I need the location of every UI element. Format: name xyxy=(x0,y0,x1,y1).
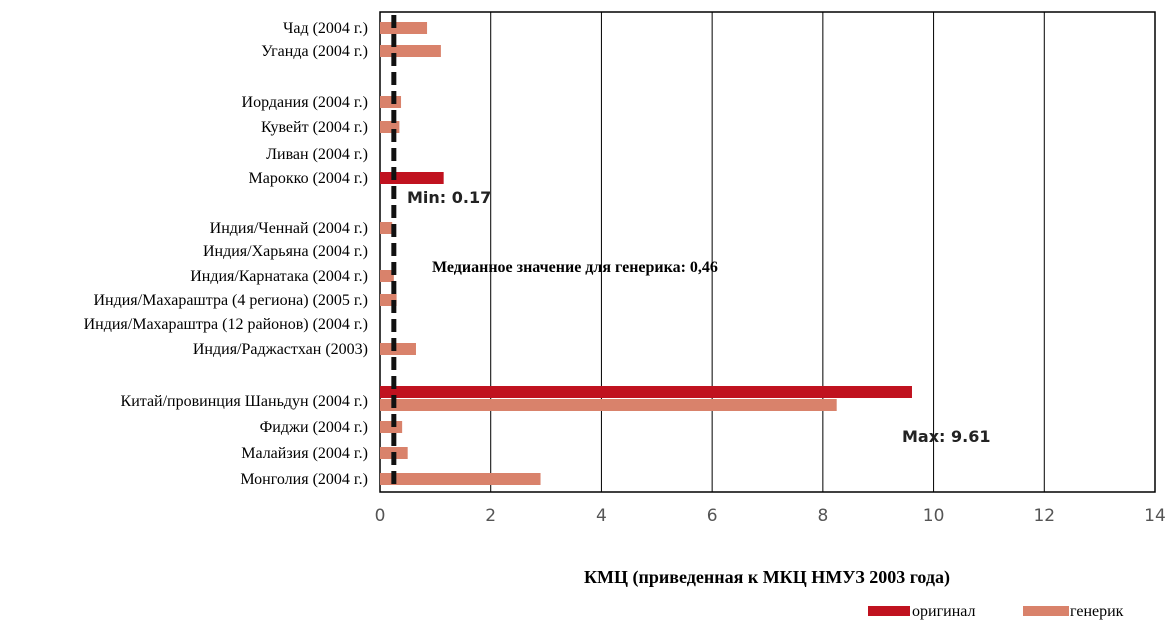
bar-generic xyxy=(380,421,403,433)
x-tick-label: 14 xyxy=(1144,506,1166,526)
legend-swatch-generic xyxy=(1023,606,1069,616)
x-axis-title: КМЦ (приведенная к МКЦ НМУЗ 2003 года) xyxy=(584,567,950,588)
category-label: Индия/Раджастхан (2003) xyxy=(193,341,368,358)
bar-generic xyxy=(380,45,441,57)
category-label: Уганда (2004 г.) xyxy=(261,43,368,60)
bar-generic xyxy=(380,473,541,485)
bar-original xyxy=(380,172,444,184)
annotation-min: Min: 0.17 xyxy=(407,188,491,207)
category-label: Ливан (2004 г.) xyxy=(266,146,368,163)
category-labels: Чад (2004 г.) Уганда (2004 г.) Иордания (2… xyxy=(84,20,368,488)
x-tick-label: 4 xyxy=(596,506,607,526)
bar-generic xyxy=(380,121,400,133)
x-tick-label: 12 xyxy=(1033,506,1055,526)
category-label: Монголия (2004 г.) xyxy=(240,471,368,488)
x-tick-label: 2 xyxy=(485,506,496,526)
annotation-median: Медианное значение для генерика: 0,46 xyxy=(432,259,718,276)
category-label: Индия/Махараштра (12 районов) (2004 г.) xyxy=(84,316,368,333)
bar-generic xyxy=(380,270,394,282)
category-label: Фиджи (2004 г.) xyxy=(260,419,368,436)
category-label: Китай/провинция Шаньдун (2004 г.) xyxy=(121,393,368,410)
bar-generic xyxy=(380,96,402,108)
legend-label-original: оригинал xyxy=(912,603,975,620)
x-tick-label: 8 xyxy=(817,506,828,526)
x-tick-labels: 0 2 4 6 8 10 12 14 xyxy=(375,506,1166,526)
category-label: Индия/Карнатака (2004 г.) xyxy=(190,268,368,285)
category-label: Индия/Харьяна (2004 г.) xyxy=(203,243,368,260)
plot-frame xyxy=(379,11,1156,493)
x-tick-label: 0 xyxy=(375,506,386,526)
category-label: Иордания (2004 г.) xyxy=(242,94,368,111)
category-label: Малайзия (2004 г.) xyxy=(241,445,368,462)
category-label: Чад (2004 г.) xyxy=(283,20,368,37)
category-label: Индия/Ченнай (2004 г.) xyxy=(210,220,368,237)
category-label: Кувейт (2004 г.) xyxy=(261,119,368,136)
bar-generic xyxy=(380,222,393,234)
annotation-max: Max: 9.61 xyxy=(902,427,990,446)
legend-label-generic: генерик xyxy=(1070,603,1124,620)
gridlines xyxy=(490,12,1045,492)
bar-original xyxy=(380,386,912,398)
bar-generic xyxy=(380,343,416,355)
legend: оригинал генерик xyxy=(868,603,1124,620)
bar-generic xyxy=(380,22,428,34)
category-label: Индия/Махараштра (4 региона) (2005 г.) xyxy=(93,292,368,309)
x-tick-label: 10 xyxy=(923,506,945,526)
bar-generic xyxy=(380,399,837,411)
bars xyxy=(380,22,912,485)
category-label: Марокко (2004 г.) xyxy=(249,170,368,187)
x-tick-label: 6 xyxy=(707,506,718,526)
legend-swatch-original xyxy=(868,606,910,616)
